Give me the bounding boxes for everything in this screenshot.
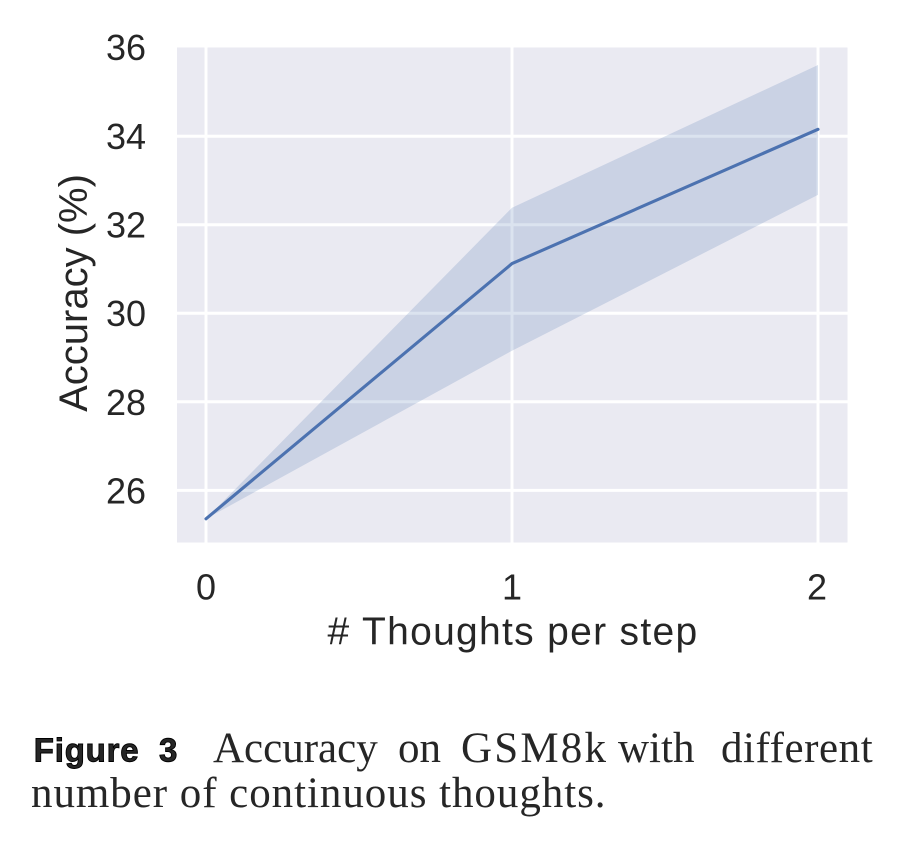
svg-text:2: 2 (807, 567, 827, 608)
svg-text:0: 0 (196, 567, 216, 608)
svg-text:32: 32 (106, 205, 146, 246)
svg-text:26: 26 (106, 471, 146, 512)
svg-text:# Thoughts per step: # Thoughts per step (328, 611, 699, 654)
svg-text:34: 34 (106, 116, 146, 157)
svg-text:30: 30 (106, 293, 146, 334)
svg-text:1: 1 (502, 567, 522, 608)
svg-text:Accuracy (%): Accuracy (%) (52, 174, 96, 412)
svg-text:36: 36 (106, 27, 146, 68)
svg-text:number of continuous thoughts.: number of continuous thoughts. (31, 770, 607, 817)
svg-text:28: 28 (106, 382, 146, 423)
